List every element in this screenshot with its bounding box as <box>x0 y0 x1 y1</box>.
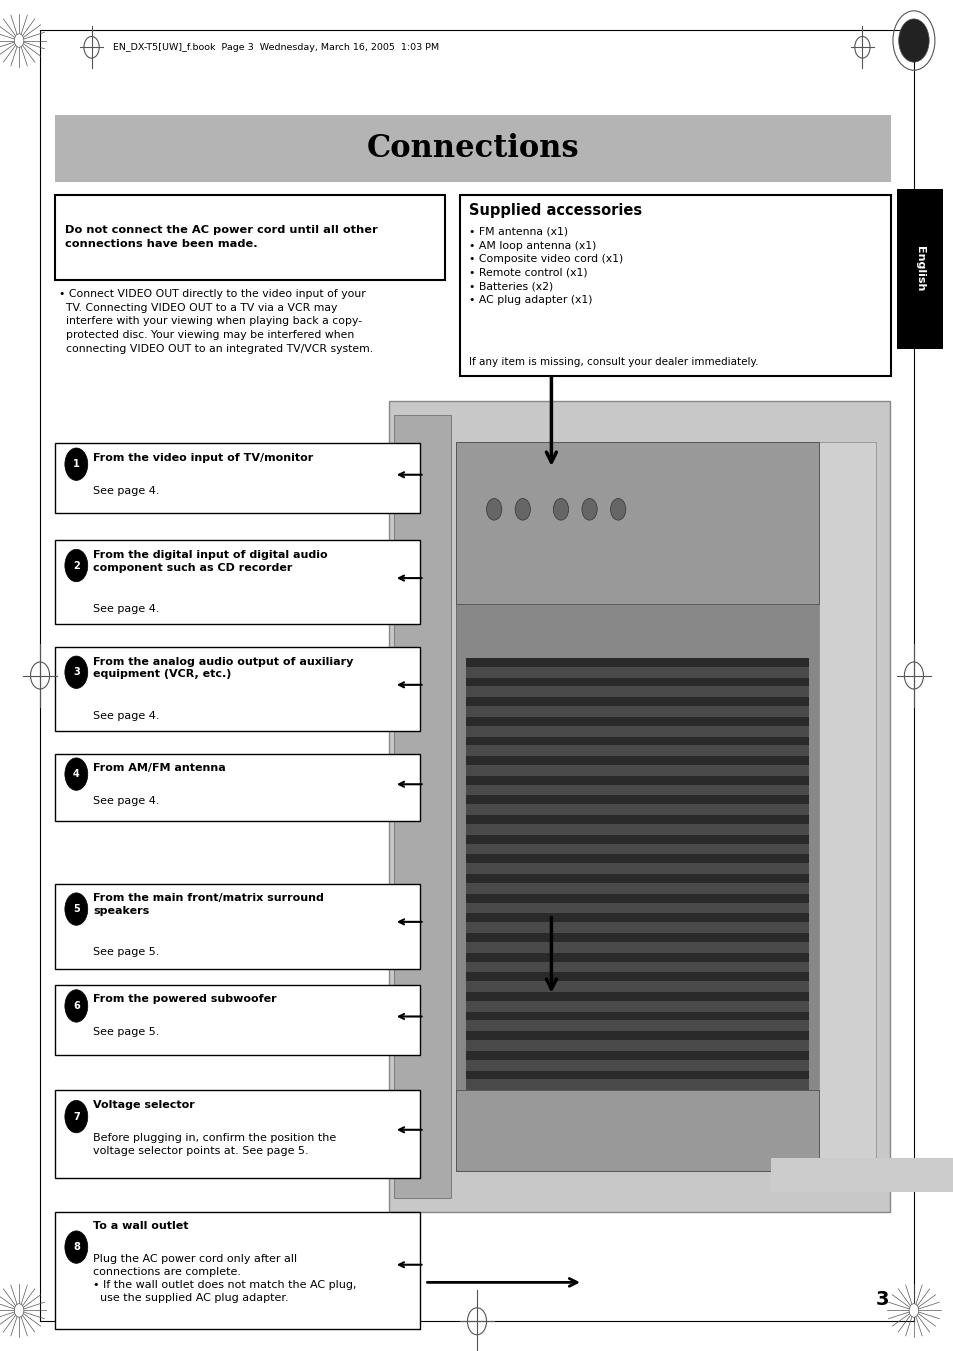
Text: • FM antenna (x1)
• AM loop antenna (x1)
• Composite video cord (x1)
• Remote co: • FM antenna (x1) • AM loop antenna (x1)… <box>469 227 623 305</box>
Text: From AM/FM antenna: From AM/FM antenna <box>93 763 226 773</box>
Circle shape <box>65 1231 88 1263</box>
Bar <box>465 1001 808 1012</box>
Bar <box>818 442 875 1171</box>
Bar <box>465 1040 808 1051</box>
Bar <box>770 1158 953 1192</box>
Text: 1: 1 <box>72 459 80 469</box>
Bar <box>465 1079 808 1090</box>
Circle shape <box>65 1100 88 1132</box>
Text: 2: 2 <box>72 561 80 570</box>
Text: See page 5.: See page 5. <box>93 947 160 957</box>
Circle shape <box>14 34 24 47</box>
Bar <box>55 195 444 280</box>
Bar <box>465 863 808 874</box>
Bar <box>465 962 808 973</box>
Bar <box>465 725 808 736</box>
Bar <box>55 1090 419 1178</box>
Circle shape <box>65 550 88 582</box>
Bar <box>465 765 808 775</box>
Text: Plug the AC power cord only after all
connections are complete.
• If the wall ou: Plug the AC power cord only after all co… <box>93 1254 356 1302</box>
Bar <box>389 401 889 1212</box>
Bar <box>55 647 419 731</box>
Bar <box>465 686 808 697</box>
Bar <box>465 1020 808 1031</box>
Bar <box>465 923 808 934</box>
Bar <box>465 804 808 815</box>
Circle shape <box>908 1304 918 1317</box>
Bar <box>55 540 419 624</box>
Circle shape <box>65 990 88 1023</box>
Bar <box>465 667 808 678</box>
Text: If any item is missing, consult your dealer immediately.: If any item is missing, consult your dea… <box>469 358 758 367</box>
Bar <box>55 884 419 969</box>
Text: See page 4.: See page 4. <box>93 711 160 720</box>
Text: Supplied accessories: Supplied accessories <box>469 203 641 218</box>
Text: 3: 3 <box>72 667 80 677</box>
Text: 4: 4 <box>72 769 80 780</box>
Text: From the powered subwoofer: From the powered subwoofer <box>93 994 276 1004</box>
Bar <box>394 415 451 1198</box>
Bar <box>456 442 818 604</box>
Bar <box>896 189 942 349</box>
Bar <box>55 754 419 821</box>
Text: 3: 3 <box>875 1290 888 1309</box>
Circle shape <box>65 449 88 481</box>
Bar <box>55 1212 419 1329</box>
Circle shape <box>553 499 568 520</box>
Bar <box>465 824 808 835</box>
Circle shape <box>610 499 625 520</box>
Text: See page 4.: See page 4. <box>93 797 160 807</box>
Text: 5: 5 <box>72 904 80 915</box>
Text: See page 4.: See page 4. <box>93 486 160 496</box>
Bar <box>465 942 808 952</box>
Text: See page 4.: See page 4. <box>93 604 160 613</box>
Text: From the digital input of digital audio
component such as CD recorder: From the digital input of digital audio … <box>93 550 328 573</box>
Circle shape <box>581 499 597 520</box>
Text: • Connect VIDEO OUT directly to the video input of your
  TV. Connecting VIDEO O: • Connect VIDEO OUT directly to the vide… <box>59 289 373 354</box>
Text: See page 5.: See page 5. <box>93 1027 160 1038</box>
Bar <box>465 785 808 796</box>
Bar <box>465 902 808 913</box>
Bar <box>465 981 808 992</box>
Circle shape <box>898 19 928 62</box>
Bar <box>55 985 419 1055</box>
Bar <box>456 442 818 1171</box>
Text: Do not connect the AC power cord until all other
connections have been made.: Do not connect the AC power cord until a… <box>65 226 377 249</box>
Circle shape <box>515 499 530 520</box>
Text: 7: 7 <box>72 1112 80 1121</box>
Circle shape <box>65 657 88 689</box>
Text: Before plugging in, confirm the position the
voltage selector points at. See pag: Before plugging in, confirm the position… <box>93 1132 336 1155</box>
Bar <box>55 115 890 182</box>
Bar <box>465 658 808 1090</box>
Text: Connections: Connections <box>367 134 578 163</box>
Text: English: English <box>914 246 923 292</box>
Circle shape <box>65 758 88 790</box>
Circle shape <box>14 1304 24 1317</box>
Bar <box>465 843 808 854</box>
Bar <box>465 746 808 757</box>
Text: From the analog audio output of auxiliary
equipment (VCR, etc.): From the analog audio output of auxiliar… <box>93 657 354 680</box>
Text: Voltage selector: Voltage selector <box>93 1100 195 1109</box>
Bar <box>456 1090 818 1171</box>
Text: From the main front/matrix surround
speakers: From the main front/matrix surround spea… <box>93 893 324 916</box>
Circle shape <box>65 893 88 925</box>
Bar <box>465 1059 808 1070</box>
Bar <box>465 884 808 894</box>
Bar <box>459 195 890 376</box>
Text: From the video input of TV/monitor: From the video input of TV/monitor <box>93 453 314 462</box>
Bar <box>465 707 808 717</box>
Text: EN_DX-T5[UW]_f.book  Page 3  Wednesday, March 16, 2005  1:03 PM: EN_DX-T5[UW]_f.book Page 3 Wednesday, Ma… <box>112 43 438 51</box>
Text: 6: 6 <box>72 1001 80 1011</box>
Text: To a wall outlet: To a wall outlet <box>93 1221 189 1231</box>
Bar <box>55 443 419 513</box>
Text: 8: 8 <box>72 1242 80 1252</box>
Circle shape <box>486 499 501 520</box>
